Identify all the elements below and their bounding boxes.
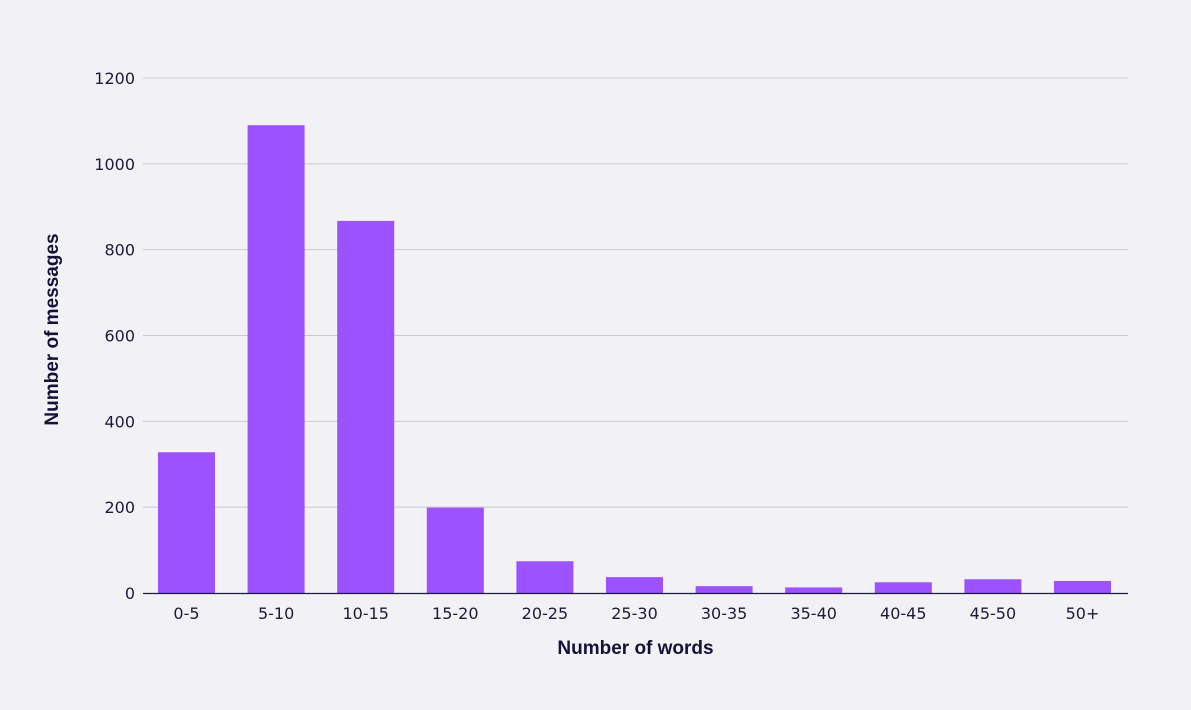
- y-axis-ticks: 0 200 400 600 800 1000 1200: [94, 69, 135, 603]
- bars: [158, 125, 1111, 593]
- y-axis-title: Number of messages: [42, 233, 63, 425]
- y-tick-label: 600: [104, 327, 135, 346]
- x-tick-label: 15-20: [432, 604, 479, 623]
- x-tick-label: 5-10: [258, 604, 294, 623]
- y-tick-label: 400: [104, 412, 135, 431]
- bar-30-35: [695, 586, 753, 593]
- x-tick-label: 40-45: [880, 604, 927, 623]
- x-tick-label: 50+: [1066, 604, 1100, 623]
- x-tick-label: 10-15: [342, 604, 389, 623]
- x-axis-ticks: 0-5 5-10 10-15 15-20 20-25 25-30 30-35 35-40 40-…: [173, 604, 1099, 623]
- x-tick-label: 25-30: [611, 604, 658, 623]
- bar-45-50: [964, 579, 1022, 593]
- x-tick-label: 30-35: [701, 604, 748, 623]
- y-tick-label: 800: [104, 241, 135, 260]
- x-tick-label: 35-40: [790, 604, 837, 623]
- y-tick-label: 0: [125, 584, 135, 603]
- bar-0-5: [158, 452, 215, 593]
- bar-35-40: [785, 587, 843, 593]
- x-axis-title: Number of words: [557, 638, 713, 659]
- bar-50+: [1054, 580, 1111, 593]
- bar-25-30: [606, 577, 663, 593]
- y-tick-label: 1200: [94, 69, 135, 88]
- y-tick-label: 200: [104, 498, 135, 517]
- x-tick-label: 0-5: [173, 604, 199, 623]
- bar-20-25: [516, 561, 574, 593]
- y-tick-label: 1000: [94, 155, 135, 174]
- gridlines: [143, 77, 1128, 508]
- x-tick-label: 45-50: [970, 604, 1017, 623]
- x-tick-label: 20-25: [522, 604, 569, 623]
- bar-5-10: [247, 125, 305, 593]
- bar-40-45: [874, 582, 932, 593]
- bar-10-15: [337, 220, 395, 593]
- bar-15-20: [426, 507, 484, 593]
